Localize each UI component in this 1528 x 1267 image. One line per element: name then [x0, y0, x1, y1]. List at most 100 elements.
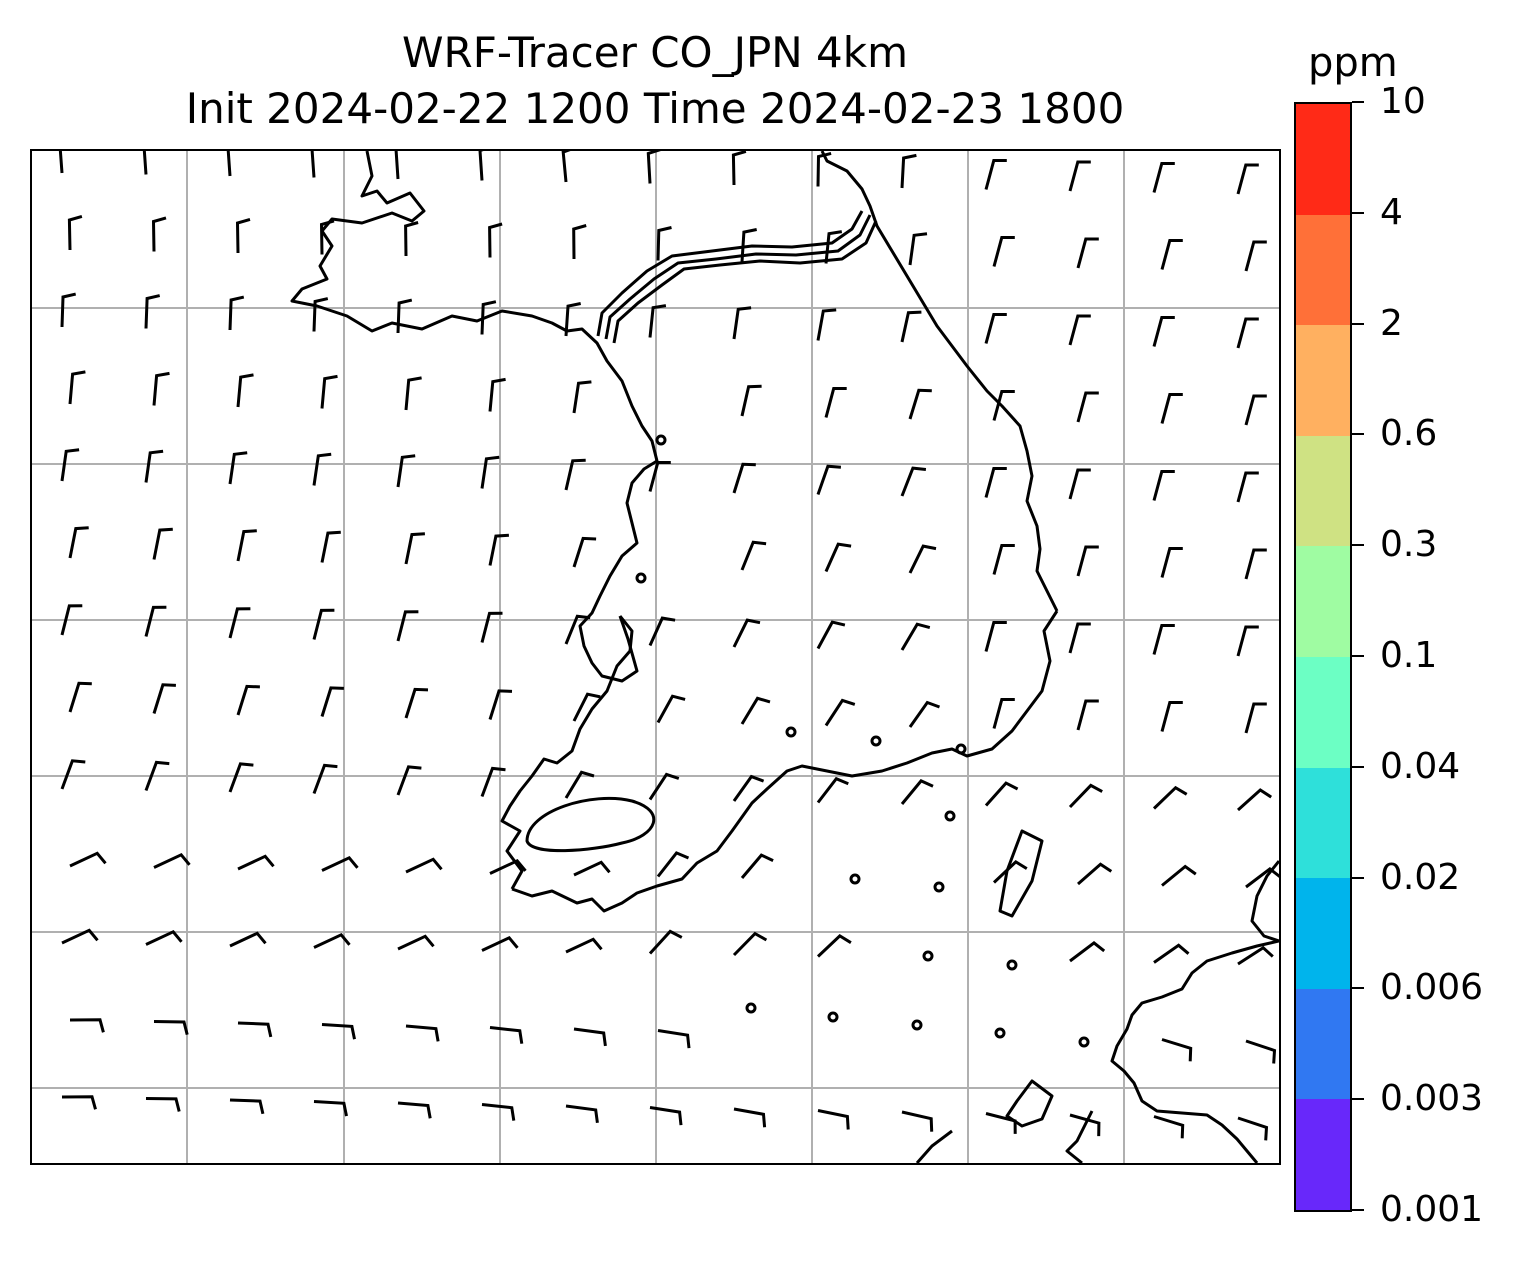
wind-barb — [1152, 316, 1175, 347]
wind-barb — [144, 294, 161, 329]
wind-barb — [1076, 237, 1099, 269]
calm-wind-markers — [635, 434, 1090, 1048]
wind-barb — [740, 540, 767, 571]
wind-barb — [488, 689, 513, 720]
wind-barb — [480, 611, 503, 643]
colorbar-tick — [1352, 322, 1364, 325]
wind-barb — [1237, 945, 1274, 966]
wind-barb — [824, 542, 852, 573]
wind-barb — [1153, 943, 1190, 964]
wind-barb — [1152, 162, 1175, 193]
wind-barb — [320, 686, 344, 717]
wind-barb — [1068, 314, 1091, 346]
map-panel — [30, 149, 1281, 1165]
wind-barb — [229, 931, 267, 948]
wind-barb — [60, 292, 77, 328]
wind-barb — [229, 1098, 265, 1115]
wind-barb — [646, 151, 661, 184]
wind-barb — [235, 217, 251, 254]
wind-barb — [478, 151, 484, 181]
wind-barb — [573, 860, 611, 877]
wind-barb — [61, 1095, 97, 1110]
wind-barb — [321, 1023, 356, 1040]
colorbar-tick-label: 0.04 — [1380, 745, 1461, 787]
wind-barb — [733, 1107, 767, 1128]
kyushu-coast — [1110, 939, 1279, 1163]
wind-barb — [649, 1106, 683, 1126]
wind-barb — [561, 151, 571, 183]
wind-barb — [236, 373, 254, 408]
wind-barb — [572, 380, 592, 414]
colorbar-segment — [1296, 1099, 1350, 1210]
colorbar-tick — [1352, 211, 1364, 214]
colorbar-tick-label: 0.02 — [1380, 856, 1461, 898]
wind-barb — [236, 529, 257, 562]
border-line-c — [612, 220, 878, 344]
wind-barb — [236, 684, 260, 716]
wind-barb — [489, 858, 527, 875]
wind-barb — [565, 1104, 599, 1123]
wind-barb — [152, 371, 170, 406]
wind-barb — [312, 763, 338, 795]
wind-barb — [319, 219, 335, 255]
coastlines — [290, 151, 1279, 1163]
east-coast-peninsula — [820, 151, 1059, 612]
colorbar-tick-label: 0.003 — [1380, 1078, 1484, 1120]
wind-barb — [816, 776, 849, 804]
wind-barb — [900, 153, 917, 189]
wind-barb — [69, 1018, 105, 1033]
wind-barb — [648, 772, 680, 801]
wind-barb — [732, 931, 768, 957]
map-gridlines — [32, 151, 1279, 1163]
wind-barb — [1245, 867, 1279, 889]
wind-barb — [900, 622, 931, 651]
wind-barb — [816, 464, 842, 495]
colorbar-segment — [1296, 104, 1350, 215]
wind-barb — [564, 770, 595, 799]
colorbar-tick — [1352, 433, 1364, 436]
wind-barb — [226, 151, 232, 177]
wind-barb — [1160, 701, 1183, 732]
colorbar-segment — [1296, 435, 1350, 547]
wind-barb — [142, 151, 148, 175]
wind-barb — [908, 544, 937, 574]
wind-barb — [648, 616, 676, 647]
wind-barb — [1236, 471, 1259, 503]
wind-barb — [312, 297, 329, 332]
wind-barb — [648, 304, 667, 338]
wind-barb — [1068, 622, 1091, 654]
wind-barb — [824, 387, 847, 418]
colorbar-segment — [1296, 325, 1350, 436]
wind-barb — [396, 610, 419, 642]
wind-barb — [992, 236, 1015, 267]
wind-barb — [1161, 864, 1197, 887]
wind-barb — [740, 853, 774, 879]
wind-barb — [908, 700, 941, 728]
wind-barb — [992, 390, 1015, 421]
wind-barb — [564, 458, 586, 491]
wind-barb — [992, 698, 1015, 729]
wind-barb — [144, 449, 164, 483]
wind-barb — [404, 532, 425, 565]
colorbar-tick-label: 0.001 — [1380, 1189, 1484, 1230]
wind-barb — [573, 1027, 607, 1047]
wind-barb — [153, 852, 191, 869]
wind-barb — [144, 760, 170, 792]
wind-barbs — [58, 151, 1279, 1141]
wind-barb — [1068, 160, 1091, 192]
wind-barb — [145, 1097, 181, 1112]
wind-barb — [1152, 624, 1175, 655]
wind-barb — [404, 687, 429, 719]
west-coast-peninsula — [500, 615, 634, 890]
wind-barb — [1076, 391, 1099, 423]
wind-barb — [984, 781, 1019, 807]
wind-barb — [228, 451, 248, 485]
wind-barb — [1244, 240, 1267, 272]
wind-barb — [1152, 785, 1188, 810]
wind-barb — [732, 306, 752, 340]
wind-barb — [816, 620, 846, 650]
colorbar-tick — [1352, 101, 1364, 103]
wind-barb — [320, 374, 338, 409]
wind-barb — [1153, 1115, 1185, 1139]
colorbar-tick-label: 0.1 — [1380, 635, 1438, 676]
